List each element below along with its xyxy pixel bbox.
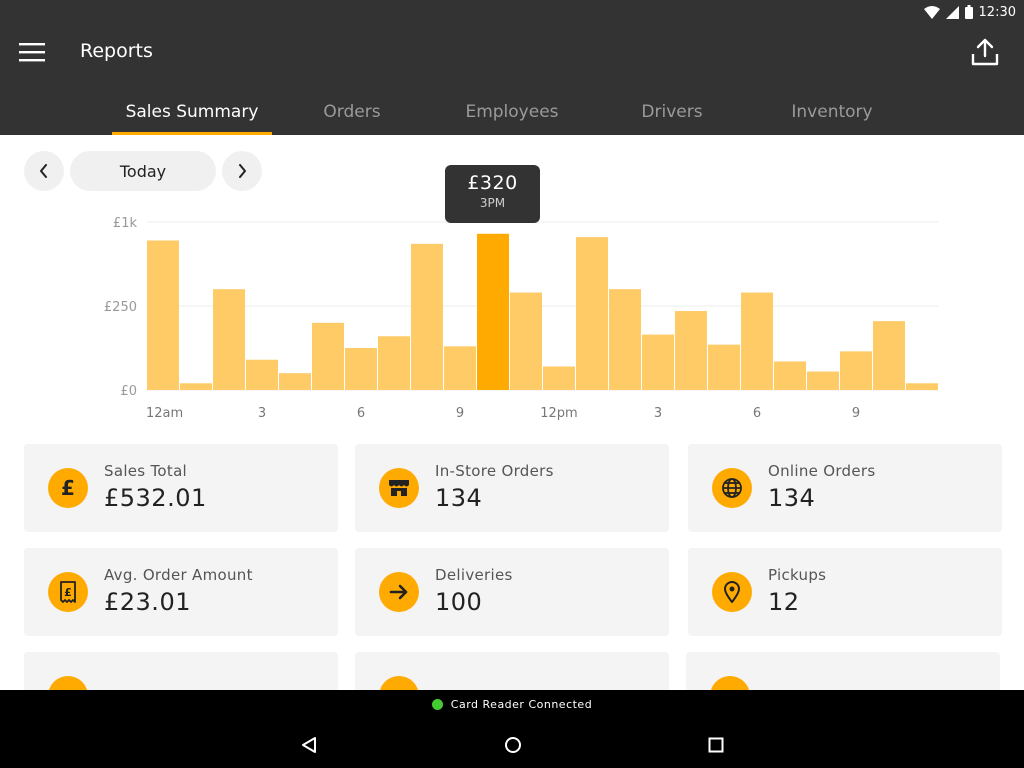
chart-bar[interactable] xyxy=(807,371,839,390)
tab-orders[interactable]: Orders xyxy=(323,101,381,122)
menu-button[interactable] xyxy=(14,36,50,68)
chart-bar[interactable] xyxy=(840,351,872,390)
chart-bar[interactable] xyxy=(345,348,377,390)
card-label: Sales Total xyxy=(104,462,188,480)
card-online-orders[interactable]: Online Orders 134 xyxy=(688,444,1002,532)
tab-sales-summary[interactable]: Sales Summary xyxy=(112,88,272,135)
card-label: Avg. Order Amount xyxy=(104,566,253,584)
card-label: Online Orders xyxy=(768,462,876,480)
wifi-icon xyxy=(923,5,940,19)
store-icon xyxy=(379,468,419,508)
hamburger-icon xyxy=(19,43,45,62)
y-tick-label: £0 xyxy=(120,384,137,399)
x-tick-label: 6 xyxy=(753,406,761,421)
previous-day-button[interactable] xyxy=(24,151,64,191)
chart-bar[interactable] xyxy=(444,346,476,390)
back-triangle-icon xyxy=(302,737,316,753)
upload-icon xyxy=(971,38,999,66)
chart-bar[interactable] xyxy=(675,311,707,390)
card-reader-status: Card Reader Connected xyxy=(0,698,1024,711)
chart-bar[interactable] xyxy=(147,240,179,390)
chart-bar[interactable] xyxy=(543,366,575,390)
home-circle-icon xyxy=(505,737,521,753)
chart-bar[interactable] xyxy=(906,383,938,390)
chart-tooltip: £320 3PM xyxy=(445,165,540,223)
chart-bar[interactable] xyxy=(213,289,245,390)
card-label: Pickups xyxy=(768,566,827,584)
hourly-sales-chart: £0 £250 £1k 12am 3 6 9 12pm 3 6 9 xyxy=(0,160,1024,440)
card-in-store-orders[interactable]: In-Store Orders 134 xyxy=(355,444,669,532)
x-tick-label: 12pm xyxy=(540,406,577,421)
chart-bar[interactable] xyxy=(378,336,410,390)
chart-bar[interactable] xyxy=(774,361,806,390)
x-tick-label: 3 xyxy=(258,406,266,421)
date-range-selector[interactable]: Today xyxy=(70,151,216,191)
receipt-icon: £ xyxy=(48,572,88,612)
card-value: 12 xyxy=(768,588,800,616)
report-tabs: Sales Summary Orders Employees Drivers I… xyxy=(112,88,912,135)
chart-bar[interactable] xyxy=(477,233,509,390)
card-label: In-Store Orders xyxy=(435,462,554,480)
app-bar: 12:30 Reports Sales Summary Orders Emplo… xyxy=(0,0,1024,135)
card-pickups[interactable]: Pickups 12 xyxy=(688,548,1002,636)
chart-bar[interactable] xyxy=(510,292,542,390)
location-pin-icon xyxy=(712,572,752,612)
tab-drivers[interactable]: Drivers xyxy=(641,101,703,122)
chart-bar[interactable] xyxy=(246,359,278,390)
card-deliveries[interactable]: Deliveries 100 xyxy=(355,548,669,636)
chevron-right-icon xyxy=(239,164,246,178)
card-value: 100 xyxy=(435,588,483,616)
chart-bar[interactable] xyxy=(312,322,344,390)
connected-dot-icon xyxy=(431,699,443,710)
x-tick-label: 12am xyxy=(146,406,183,421)
tooltip-value: £320 xyxy=(467,172,518,194)
card-value: £532.01 xyxy=(104,484,207,512)
chart-bar[interactable] xyxy=(411,243,443,390)
cell-signal-icon xyxy=(945,5,959,19)
home-button[interactable] xyxy=(501,733,525,757)
status-time: 12:30 xyxy=(978,4,1016,20)
tab-employees[interactable]: Employees xyxy=(465,101,559,122)
card-value: £23.01 xyxy=(104,588,191,616)
card-sales-total[interactable]: £ Sales Total £532.01 xyxy=(24,444,338,532)
card-label: Deliveries xyxy=(435,566,513,584)
next-day-button[interactable] xyxy=(222,151,262,191)
svg-text:£: £ xyxy=(64,586,72,599)
system-navigation-bar: Card Reader Connected xyxy=(0,690,1024,768)
chart-bar[interactable] xyxy=(279,373,311,390)
chart-bar[interactable] xyxy=(576,237,608,390)
chart-bar[interactable] xyxy=(708,344,740,390)
y-tick-label: £1k xyxy=(113,216,138,231)
recents-button[interactable] xyxy=(704,733,728,757)
x-tick-label: 6 xyxy=(357,406,365,421)
card-reader-status-text: Card Reader Connected xyxy=(450,698,593,711)
y-tick-label: £250 xyxy=(104,300,137,315)
chart-bar[interactable] xyxy=(642,334,674,390)
chart-bar[interactable] xyxy=(180,383,212,390)
tooltip-label: 3PM xyxy=(479,196,506,210)
recents-square-icon xyxy=(708,737,724,753)
svg-text:£: £ xyxy=(61,476,75,500)
x-tick-label: 9 xyxy=(456,406,464,421)
date-navigator: Today xyxy=(24,151,262,191)
card-value: 134 xyxy=(435,484,483,512)
globe-icon xyxy=(712,468,752,508)
page-title: Reports xyxy=(80,40,153,62)
chart-bar[interactable] xyxy=(609,289,641,390)
chart-canvas: £0 £250 £1k 12am 3 6 9 12pm 3 6 9 xyxy=(104,216,938,421)
pound-icon: £ xyxy=(48,468,88,508)
arrow-right-icon xyxy=(379,572,419,612)
card-avg-order-amount[interactable]: £ Avg. Order Amount £23.01 xyxy=(24,548,338,636)
x-tick-label: 9 xyxy=(852,406,860,421)
chevron-left-icon xyxy=(40,164,47,178)
status-bar: 12:30 xyxy=(923,0,1024,24)
x-tick-label: 3 xyxy=(654,406,662,421)
card-value: 134 xyxy=(768,484,816,512)
back-button[interactable] xyxy=(297,733,321,757)
chart-bar[interactable] xyxy=(873,321,905,390)
chart-bar[interactable] xyxy=(741,292,773,390)
tab-inventory[interactable]: Inventory xyxy=(791,101,873,122)
share-button[interactable] xyxy=(968,34,1002,70)
battery-icon xyxy=(964,5,973,19)
